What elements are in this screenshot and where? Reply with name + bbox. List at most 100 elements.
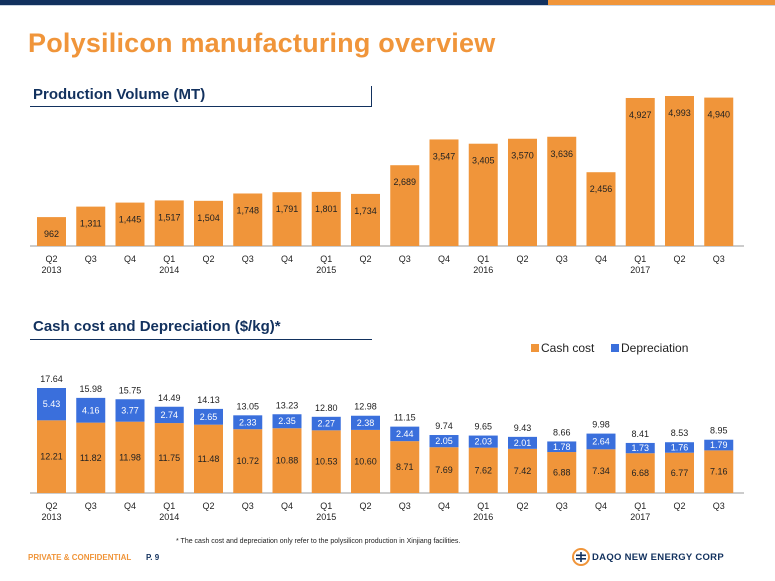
production-bar-label: 962 [44, 229, 59, 239]
cash-cost-value-label: 10.72 [236, 456, 259, 466]
cash-cost-value-label: 8.71 [396, 462, 414, 472]
depreciation-bar [115, 399, 145, 422]
cash-cost-bar [665, 452, 694, 493]
depreciation-value-label: 3.77 [121, 405, 139, 415]
cash-cost-value-label: 6.68 [631, 468, 649, 478]
production-tick-label: Q2 [359, 254, 371, 264]
cash-cost-tick-label: Q1 [163, 501, 175, 511]
cash-cost-value-label: 11.75 [158, 453, 180, 463]
daqo-logo-icon [572, 548, 590, 566]
depreciation-bar [429, 435, 459, 448]
cash-cost-bar [547, 452, 577, 493]
cash-cost-value-label: 6.88 [553, 468, 571, 478]
production-tick-label: Q1 [163, 254, 175, 264]
total-value-label: 8.53 [671, 428, 689, 438]
depreciation-value-label: 1.79 [710, 440, 728, 450]
total-value-label: 9.65 [474, 422, 492, 432]
legend-cash-cost-swatch [531, 344, 539, 352]
cash-cost-value-label: 10.60 [354, 456, 377, 466]
production-bar-label: 1,734 [354, 206, 377, 216]
total-value-label: 15.75 [119, 385, 142, 395]
depreciation-bar [547, 441, 577, 453]
production-bar-label: 3,570 [511, 151, 534, 161]
total-value-label: 12.98 [354, 402, 377, 412]
production-bar [154, 200, 184, 246]
page-title: Polysilicon manufacturing overview [28, 28, 496, 58]
top-bar-orange [548, 0, 775, 5]
production-bar-label: 4,940 [707, 110, 730, 120]
cash-cost-tick-label: Q4 [281, 501, 293, 511]
cash-cost-bar [704, 450, 734, 493]
production-title-bracket [371, 86, 372, 107]
production-tick-label: Q2 [673, 254, 685, 264]
depreciation-value-label: 2.01 [514, 438, 532, 448]
cash-cost-bar [76, 422, 106, 493]
production-bar [429, 139, 459, 246]
depreciation-value-label: 2.03 [474, 437, 492, 447]
cash-cost-tick-label: Q3 [242, 501, 254, 511]
cash-cost-tick-label: Q2 [45, 501, 57, 511]
production-bar-label: 2,689 [393, 177, 416, 187]
production-bar [76, 206, 106, 246]
depreciation-bar [704, 439, 734, 451]
depreciation-value-label: 2.05 [435, 436, 453, 446]
production-bar-label: 4,927 [629, 110, 652, 120]
depreciation-bar [154, 406, 184, 424]
footnote: * The cash cost and depreciation only re… [176, 538, 461, 545]
production-tick-label: Q4 [124, 254, 136, 264]
cash-cost-tick-label: Q1 [320, 501, 332, 511]
company-name: DAQO NEW ENERGY CORP [592, 552, 724, 563]
production-tick-label: Q1 [634, 254, 646, 264]
production-bar-label: 2,456 [590, 184, 613, 194]
page-number: P. 9 [146, 553, 160, 562]
cash-cost-value-label: 10.53 [315, 457, 338, 467]
depreciation-bar [625, 442, 655, 454]
depreciation-bar [233, 415, 263, 430]
production-bar-label: 1,748 [236, 205, 259, 215]
production-bar-label: 1,311 [80, 219, 102, 229]
cash-cost-tick-label: Q2 [359, 501, 371, 511]
total-value-label: 14.13 [197, 395, 220, 405]
depreciation-bar [390, 426, 420, 442]
cash-cost-value-label: 7.62 [474, 465, 492, 475]
cash-cost-value-label: 11.82 [80, 453, 102, 463]
cash-cost-bar [233, 429, 263, 493]
depreciation-value-label: 2.38 [357, 418, 375, 428]
production-bar [625, 97, 655, 246]
legend-depreciation-label: Depreciation [621, 341, 688, 355]
production-bar-label: 4,993 [668, 108, 691, 118]
production-bar [115, 202, 145, 246]
production-tick-label: Q2 [45, 254, 57, 264]
production-bar [390, 165, 420, 246]
total-value-label: 13.23 [276, 400, 299, 410]
cash-cost-tick-label: Q4 [124, 501, 136, 511]
production-tick-label: Q3 [556, 254, 568, 264]
depreciation-bar [311, 416, 341, 431]
total-value-label: 13.05 [236, 401, 259, 411]
depreciation-bar [76, 397, 106, 423]
production-bar-label: 3,547 [433, 151, 456, 161]
total-value-label: 8.95 [710, 426, 728, 436]
cash-cost-tick-label: Q4 [595, 501, 607, 511]
cash-cost-bar [586, 449, 616, 493]
cash-cost-title-underline [30, 339, 372, 340]
cash-cost-tick-label: 2016 [473, 512, 493, 522]
production-bar-label: 3,405 [472, 156, 495, 166]
production-bar-label: 1,791 [276, 204, 299, 214]
total-value-label: 8.41 [631, 429, 649, 439]
cash-cost-tick-label: Q2 [516, 501, 528, 511]
depreciation-bar [508, 436, 537, 449]
cash-cost-value-label: 11.98 [119, 452, 141, 462]
production-tick-label: 2017 [630, 265, 650, 275]
cash-cost-bar [37, 420, 66, 493]
cash-cost-bar [625, 453, 655, 493]
production-tick-label: 2015 [316, 265, 336, 275]
depreciation-bar [194, 408, 223, 425]
production-bar [704, 97, 734, 247]
production-tick-label: 2013 [41, 265, 61, 275]
cash-cost-title: Cash cost and Depreciation ($/kg)* [33, 318, 281, 335]
depreciation-value-label: 2.35 [278, 416, 296, 426]
cash-cost-value-label: 7.42 [514, 466, 532, 476]
production-tick-label: Q3 [713, 254, 725, 264]
production-bar-label: 1,445 [119, 215, 142, 225]
